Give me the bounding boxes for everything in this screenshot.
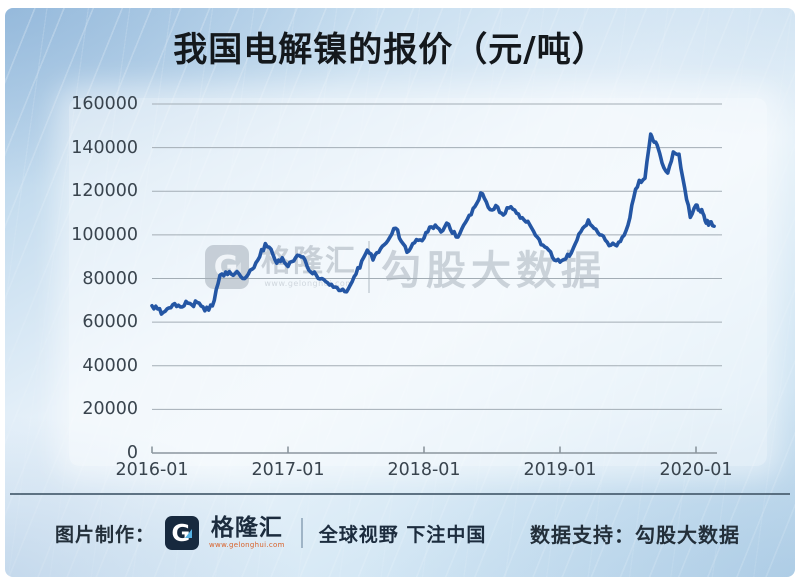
logo-triangle — [185, 529, 193, 538]
y-tick-label: 100000 — [71, 224, 138, 245]
data-support-value: 勾股大数据 — [635, 522, 740, 547]
footer-right: 数据支持： 勾股大数据 — [530, 506, 740, 560]
y-tick-label: 20000 — [82, 399, 138, 420]
y-tick-label: 140000 — [71, 137, 138, 158]
data-support-label: 数据支持： — [530, 522, 635, 547]
gelonghui-logo-icon: G — [165, 516, 200, 550]
footer-slogan: 全球视野 下注中国 — [318, 523, 487, 546]
y-tick-label: 80000 — [82, 268, 138, 289]
y-tick-label: 60000 — [82, 312, 138, 333]
footer-left: 图片制作： G 格隆汇 www.gelonghui.com 全球视野 下注中国 — [55, 506, 486, 560]
chart-title: 我国电解镍的报价（元/吨） — [173, 30, 607, 70]
x-tick-label: 2020-01 — [659, 460, 733, 480]
footer-vertical-divider — [300, 518, 303, 548]
y-tick-label: 120000 — [71, 181, 138, 202]
x-tick-label: 2017-01 — [251, 460, 325, 480]
footer-logo-letter: G — [172, 521, 191, 547]
footer-brand-url: www.gelonghui.com — [209, 541, 285, 549]
x-tick-label: 2019-01 — [523, 460, 597, 480]
x-tick-label: 2016-01 — [115, 460, 189, 480]
plot-background — [69, 98, 767, 466]
footer-brand-block: 格隆汇 www.gelonghui.com — [209, 517, 285, 549]
y-tick-label: 160000 — [71, 94, 138, 114]
y-tick-label: 40000 — [82, 355, 138, 376]
x-tick-label: 2018-01 — [387, 460, 461, 480]
y-tick-label: 0 — [126, 443, 138, 463]
footer-divider — [10, 493, 790, 495]
made-by-label: 图片制作： — [55, 523, 156, 546]
footer-brand: 格隆汇 — [210, 515, 283, 541]
